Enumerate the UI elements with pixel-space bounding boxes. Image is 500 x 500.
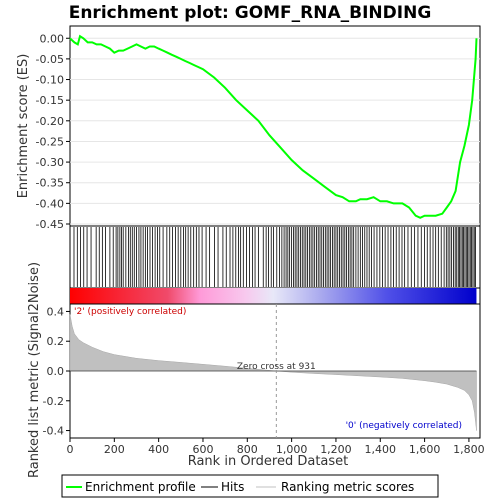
x-tick-label: 800: [237, 443, 258, 456]
metric-y-ticks: 0.4 0.2 0.0 -0.2 -0.4: [43, 305, 70, 438]
es-y-tick-label: -0.25: [36, 135, 64, 148]
metric-y-tick-label: 0.2: [47, 335, 65, 348]
metric-y-axis-label: Ranked list metric (Signal2Noise): [27, 262, 42, 478]
x-tick-label: 600: [192, 443, 213, 456]
rank-bar-panel: [69, 287, 481, 305]
x-tick-label: 1,200: [320, 443, 352, 456]
hits-marks: [73, 227, 476, 287]
metric-x-ticks: 0 200 400 600 800 1,000 1,200 1,400 1,600 1,800: [67, 438, 485, 456]
es-y-tick-label: -0.35: [36, 177, 64, 190]
es-y-tick-label: -0.15: [36, 94, 64, 107]
es-y-tick-label: -0.05: [36, 53, 64, 66]
x-tick-label: 1,400: [365, 443, 397, 456]
rank-color-bar: [70, 288, 477, 304]
es-y-tick-label: -0.40: [36, 197, 64, 210]
negative-correlation-label: '0' (negatively correlated): [346, 421, 462, 431]
enrichment-profile-line: [69, 34, 478, 219]
legend-box: [61, 474, 439, 498]
metric-y-tick-label: 0.0: [47, 365, 65, 378]
legend-ranking-label: Ranking metric scores: [281, 480, 414, 494]
x-tick-label: 200: [104, 443, 125, 456]
x-tick-label: 1,000: [276, 443, 308, 456]
es-y-tick-label: -0.20: [36, 115, 64, 128]
chart-title: Enrichment plot: GOMF_RNA_BINDING: [69, 3, 432, 23]
metric-y-tick-label: -0.2: [43, 395, 64, 408]
es-panel: 0.00 -0.05 -0.10 -0.15 -0.20 -0.25 -0.30 -0.35 -…: [16, 25, 481, 231]
x-tick-label: 400: [148, 443, 169, 456]
metric-y-tick-label: -0.4: [43, 425, 64, 438]
legend: Enrichment profile Hits Ranking metric s…: [61, 474, 439, 498]
hits-panel: [69, 225, 481, 289]
positive-correlation-label: '2' (positively correlated): [74, 307, 186, 317]
zero-cross-label: Zero cross at 931: [237, 362, 316, 372]
es-plot-frame: [69, 25, 481, 227]
x-tick-label: 0: [67, 443, 74, 456]
ranking-metric-area: [69, 314, 477, 431]
es-y-tick-label: -0.45: [36, 218, 64, 231]
es-y-ticks: 0.00 -0.05 -0.10 -0.15 -0.20 -0.25 -0.30 -0.35 -…: [36, 32, 70, 231]
legend-hits-label: Hits: [221, 480, 244, 494]
es-y-tick-label: 0.00: [40, 32, 65, 45]
metric-y-tick-label: 0.4: [47, 305, 65, 318]
es-y-axis-label: Enrichment score (ES): [16, 54, 31, 199]
x-tick-label: 1,600: [409, 443, 441, 456]
hits-frame: [69, 225, 481, 289]
x-tick-label: 1,800: [453, 443, 485, 456]
es-y-tick-label: -0.30: [36, 156, 64, 169]
metric-panel: 0.4 0.2 0.0 -0.2 -0.4 0 200 400 600 800 1,000 1,20…: [27, 262, 485, 478]
es-y-tick-label: -0.10: [36, 74, 64, 87]
legend-enrichment-label: Enrichment profile: [85, 480, 196, 494]
x-axis-label: Rank in Ordered Dataset: [188, 454, 349, 469]
